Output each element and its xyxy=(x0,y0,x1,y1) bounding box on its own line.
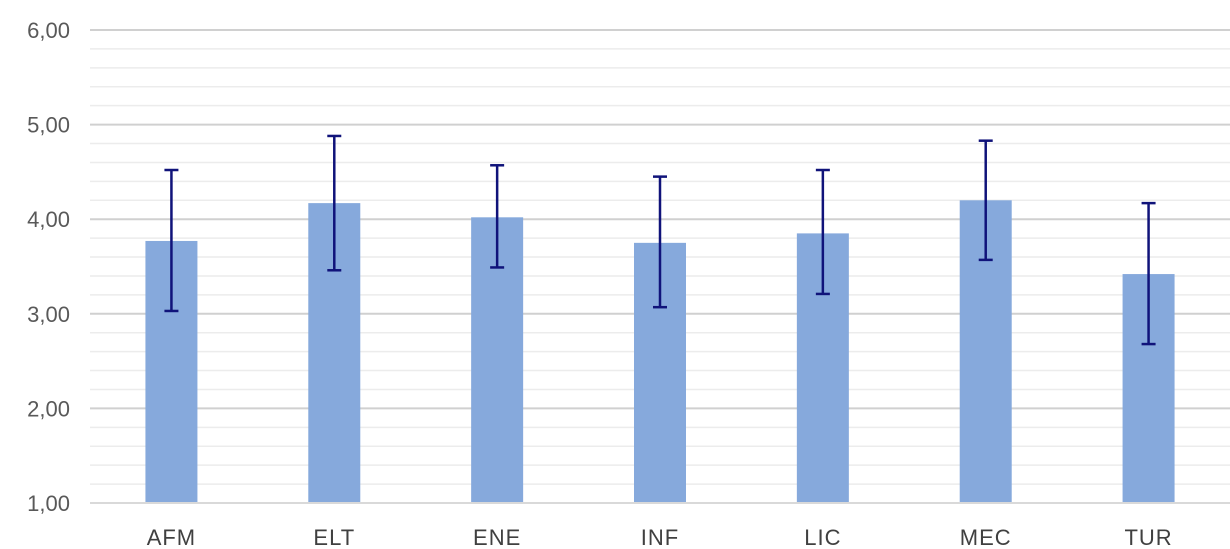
x-tick-label-afm: AFM xyxy=(147,525,196,549)
y-tick-label: 3,00 xyxy=(27,302,70,327)
y-tick-label: 1,00 xyxy=(27,491,70,516)
y-tick-labels: 1,00 2,00 3,00 4,00 5,00 6,00 xyxy=(27,18,70,516)
y-tick-label: 2,00 xyxy=(27,396,70,421)
y-tick-label: 6,00 xyxy=(27,18,70,43)
y-tick-label: 5,00 xyxy=(27,113,70,138)
y-tick-label: 4,00 xyxy=(27,207,70,232)
x-tick-label-inf: INF xyxy=(641,525,679,549)
x-tick-label-lic: LIC xyxy=(804,525,841,549)
x-tick-label-ene: ENE xyxy=(473,525,521,549)
x-tick-labels: AFM ELT ENE INF LIC MEC TUR xyxy=(147,525,1173,549)
x-tick-label-elt: ELT xyxy=(313,525,355,549)
x-tick-label-tur: TUR xyxy=(1124,525,1172,549)
x-tick-label-mec: MEC xyxy=(960,525,1012,549)
